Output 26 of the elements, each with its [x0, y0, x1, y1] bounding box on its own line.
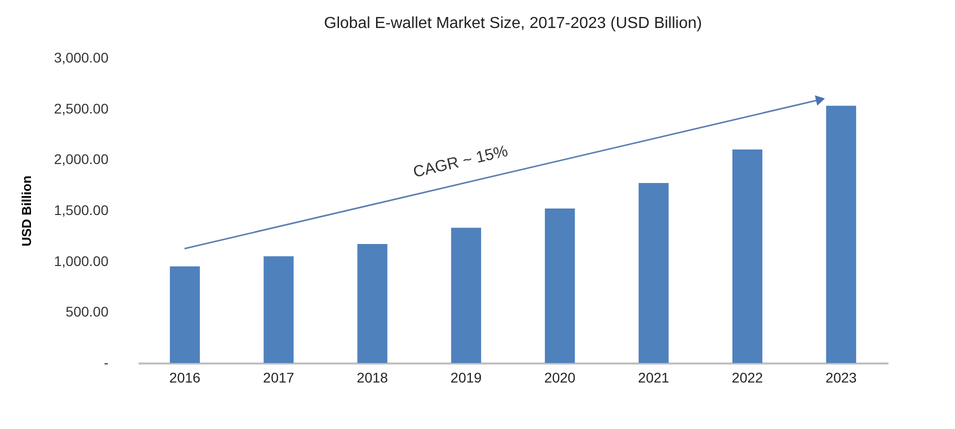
bar — [732, 150, 762, 363]
y-tick-label: 1,000.00 — [54, 252, 109, 269]
annotation: CAGR ~ 15% — [412, 143, 510, 182]
chart-title: Global E-wallet Market Size, 2017-2023 (USD Billion) — [324, 15, 702, 32]
y-axis-title: USD Billion — [19, 176, 34, 246]
y-tick-label: 1,500.00 — [54, 202, 109, 218]
y-tick-label: - — [104, 354, 109, 370]
x-tick-label: 2022 — [732, 370, 764, 386]
bar — [826, 106, 856, 363]
bar — [544, 208, 575, 363]
bar — [451, 228, 482, 363]
y-tick-label: 2,500.00 — [54, 100, 109, 116]
y-tick-label: 500.00 — [66, 304, 109, 320]
x-tick-label: 2018 — [356, 370, 388, 386]
x-tick-label: 2019 — [450, 370, 482, 386]
x-tick-label: 2017 — [263, 370, 294, 386]
bar — [170, 266, 200, 363]
bar — [264, 256, 294, 363]
x-tick-label: 2021 — [638, 370, 670, 386]
y-tick-label: 2,000.00 — [54, 151, 109, 168]
bar — [357, 244, 388, 363]
x-tick-label: 2016 — [169, 370, 201, 386]
x-tick-label: 2020 — [544, 370, 576, 386]
x-tick-label: 2023 — [826, 370, 857, 386]
y-tick-label: 3,000.00 — [54, 50, 109, 66]
bar — [638, 183, 669, 363]
